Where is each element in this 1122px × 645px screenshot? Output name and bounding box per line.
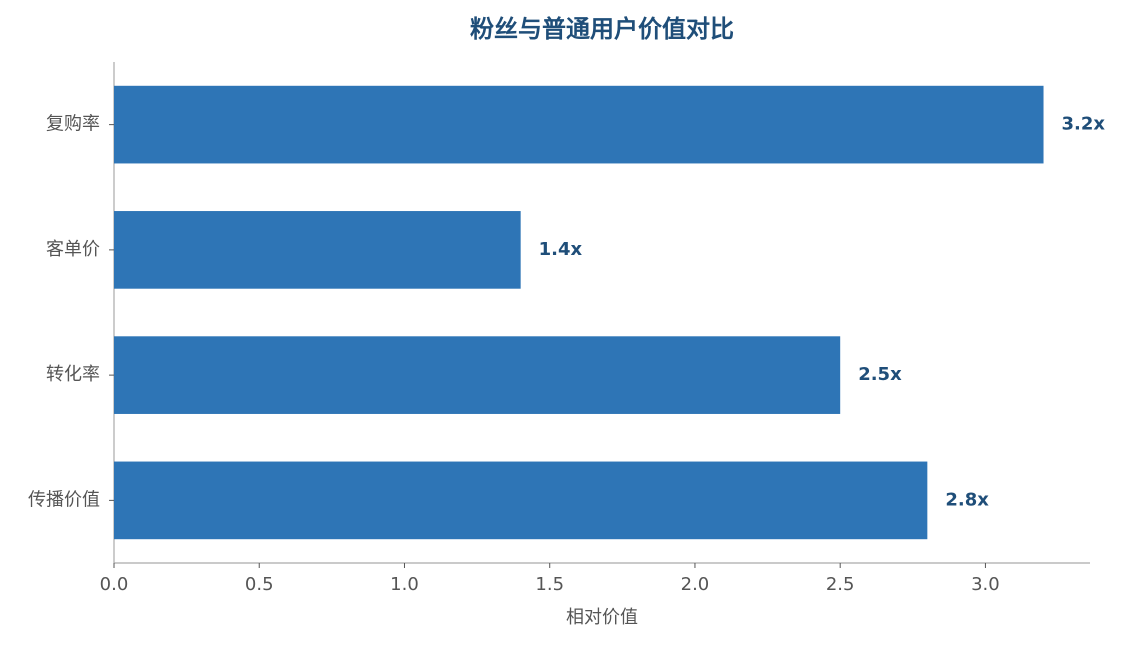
x-tick-label: 1.5 <box>535 574 564 595</box>
y-tick-label: 传播价值 <box>28 489 100 510</box>
y-tick-label: 复购率 <box>46 114 100 135</box>
value-label: 2.8x <box>945 489 989 510</box>
x-tick-label: 2.5 <box>826 574 855 595</box>
value-label: 1.4x <box>539 239 583 260</box>
bar <box>114 336 841 414</box>
y-tick-label: 客单价 <box>46 239 100 260</box>
value-label: 3.2x <box>1062 114 1106 135</box>
chart-title: 粉丝与普通用户价值对比 <box>470 15 734 43</box>
y-tick-label: 转化率 <box>46 364 100 385</box>
x-tick-label: 2.0 <box>681 574 710 595</box>
value-label: 2.5x <box>858 364 902 385</box>
x-axis-label: 相对价值 <box>566 607 638 628</box>
x-tick-label: 0.5 <box>245 574 274 595</box>
bar <box>114 461 928 540</box>
x-tick-label: 3.0 <box>971 574 1000 595</box>
x-tick-label: 0.0 <box>100 574 129 595</box>
bar <box>114 85 1044 164</box>
bar <box>114 211 521 289</box>
x-tick-label: 1.0 <box>390 574 419 595</box>
